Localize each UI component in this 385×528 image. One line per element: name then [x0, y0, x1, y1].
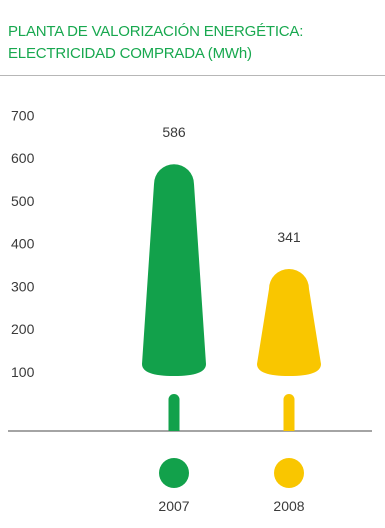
category-label-2008: 2008: [273, 498, 304, 514]
bar-stems: [168, 394, 295, 431]
bar-stem-2007: [168, 394, 180, 431]
legend-dot-2007: [159, 458, 189, 488]
y-tick-label: 300: [11, 278, 35, 294]
category-labels: 2007 2008: [158, 498, 304, 514]
y-tick-label: 700: [11, 107, 35, 123]
y-tick-label: 200: [11, 321, 35, 337]
value-labels: 586 341: [162, 124, 301, 245]
bar-2007: [142, 164, 206, 376]
category-label-2007: 2007: [158, 498, 189, 514]
bar-stem-2008: [283, 394, 295, 431]
bar-2008: [257, 268, 321, 376]
y-tick-label: 100: [11, 364, 35, 380]
bar-stem-base-2007: [168, 423, 180, 431]
bars: [142, 164, 321, 376]
y-axis-tick-labels: 100 200 300 400 500 600 700: [11, 107, 35, 380]
legend-dot-2008: [274, 458, 304, 488]
value-label-2007: 586: [162, 124, 186, 140]
value-label-2008: 341: [277, 229, 301, 245]
y-tick-label: 400: [11, 236, 35, 252]
chart-title-line-1: PLANTA DE VALORIZACIÓN ENERGÉTICA:: [8, 23, 304, 40]
chart-title-line-2: ELECTRICIDAD COMPRADA (MWh): [8, 45, 252, 62]
chart-title-block: PLANTA DE VALORIZACIÓN ENERGÉTICA: ELECT…: [0, 0, 385, 76]
y-tick-label: 600: [11, 150, 35, 166]
y-tick-label: 500: [11, 193, 35, 209]
legend-dots: [159, 458, 304, 488]
bar-stem-base-2008: [283, 423, 295, 431]
